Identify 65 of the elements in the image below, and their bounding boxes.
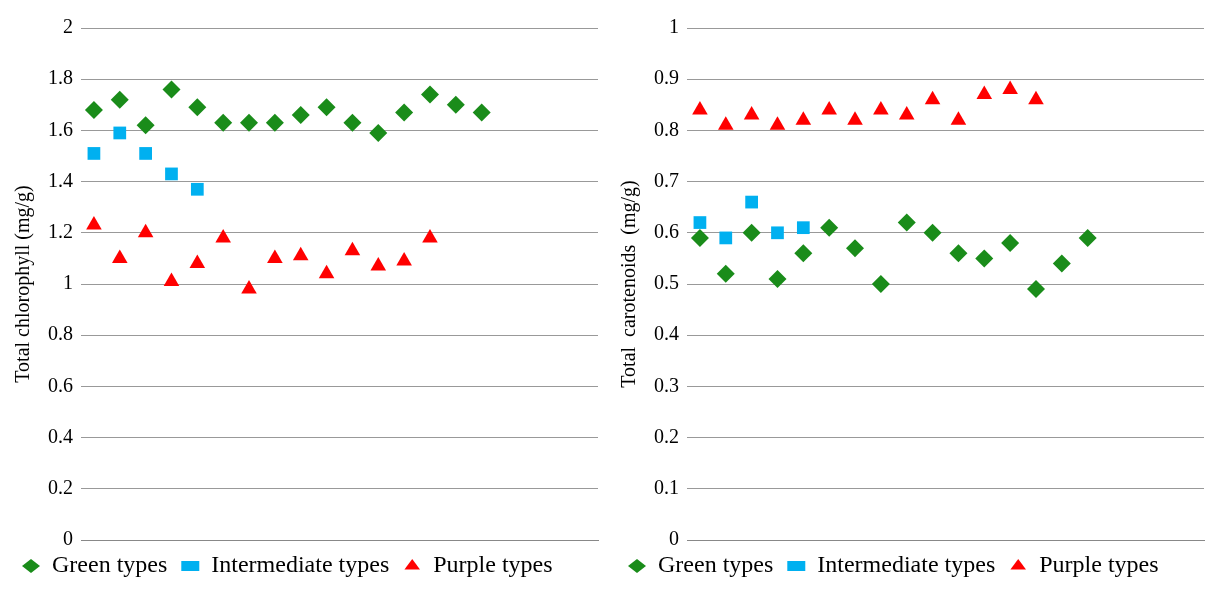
point xyxy=(396,251,412,266)
point xyxy=(395,103,414,122)
legend-label: Intermediate types xyxy=(817,551,996,578)
point xyxy=(369,123,388,142)
y-tick-label: 0.6 xyxy=(48,373,73,396)
point xyxy=(215,228,231,243)
y-tick-label: 0.9 xyxy=(654,66,679,89)
y-tick-label: 1 xyxy=(669,15,679,38)
y-tick-label: 0 xyxy=(63,527,73,550)
point xyxy=(343,113,362,132)
y-tick-label: 2 xyxy=(63,15,73,38)
point xyxy=(190,182,204,196)
y-tick-label: 1.2 xyxy=(48,220,73,243)
point xyxy=(163,272,180,286)
point xyxy=(344,241,361,256)
y-tick-label: 0.4 xyxy=(48,424,73,447)
y-tick-label: 0.8 xyxy=(48,322,73,345)
point xyxy=(110,90,129,109)
point xyxy=(370,257,387,271)
point xyxy=(86,216,102,230)
y-tick-label: 0.4 xyxy=(654,322,679,345)
legend-label: Purple types xyxy=(1039,551,1159,578)
point xyxy=(265,113,284,132)
y-tick-label: 0 xyxy=(669,527,679,550)
legend-label: Green types xyxy=(658,551,774,578)
point xyxy=(420,85,439,104)
point xyxy=(240,113,259,132)
point xyxy=(189,254,206,269)
legend-label: Purple types xyxy=(433,551,553,578)
y-axis-title: Total carotenoids (mg/g) xyxy=(617,180,641,388)
y-tick-label: 1.8 xyxy=(48,66,73,89)
point xyxy=(139,147,152,160)
legend-label: Green types xyxy=(52,551,168,578)
y-tick-label: 1 xyxy=(63,271,73,294)
point xyxy=(162,80,181,99)
legend-label: Intermediate types xyxy=(211,551,390,578)
y-tick-label: 0.1 xyxy=(654,476,679,499)
y-tick-label: 1.4 xyxy=(48,168,73,191)
point xyxy=(165,167,178,181)
point xyxy=(446,95,465,114)
y-axis-title: Total chlorophyll (mg/g) xyxy=(11,185,35,383)
point xyxy=(214,113,233,132)
y-tick-label: 0.2 xyxy=(654,424,679,447)
y-tick-label: 0.7 xyxy=(654,168,679,191)
y-tick-label: 0.6 xyxy=(654,220,679,243)
point xyxy=(318,264,335,279)
point xyxy=(84,100,103,119)
point xyxy=(111,249,128,263)
point xyxy=(291,106,310,125)
point xyxy=(422,228,438,243)
y-tick-label: 1.6 xyxy=(48,117,73,140)
point xyxy=(241,280,257,294)
point xyxy=(113,126,127,140)
point xyxy=(472,103,491,122)
y-tick-label: 0.2 xyxy=(48,476,73,499)
y-tick-label: 0.8 xyxy=(654,117,679,140)
point xyxy=(136,116,155,135)
y-tick-label: 0.3 xyxy=(654,373,679,396)
y-tick-label: 0.5 xyxy=(654,271,679,294)
point xyxy=(188,98,207,117)
point xyxy=(137,223,154,238)
point xyxy=(267,249,283,263)
point xyxy=(292,246,309,261)
point xyxy=(317,98,336,117)
point xyxy=(87,147,101,160)
